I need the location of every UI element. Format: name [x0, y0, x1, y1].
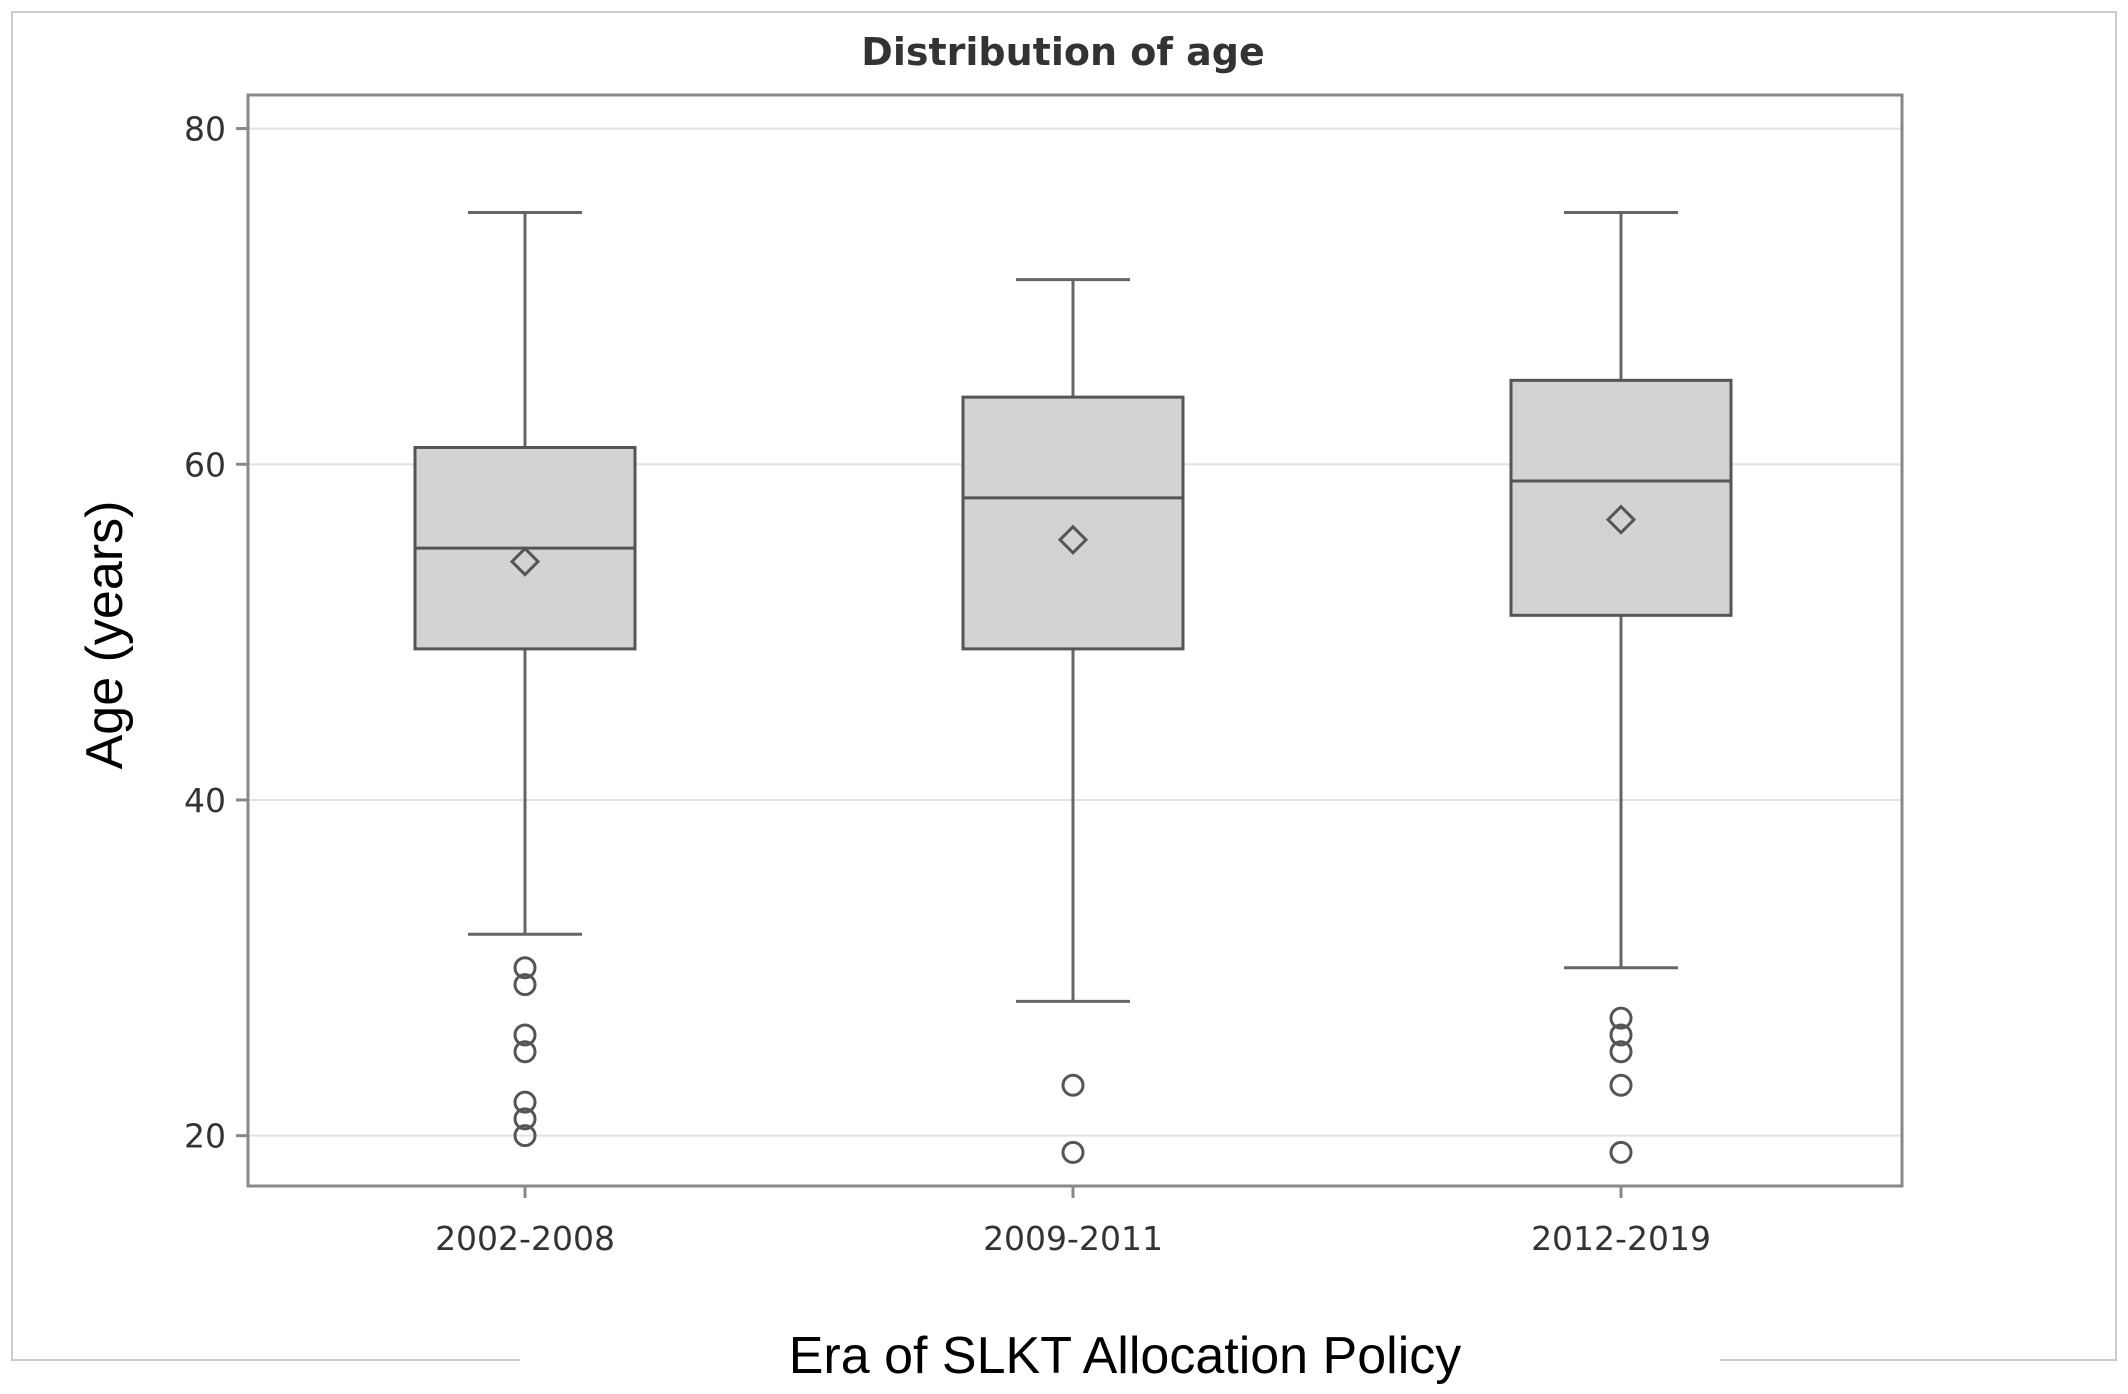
mean-marker — [1057, 524, 1089, 555]
x-axis: 2002-2008 2009-2011 2012-2019 — [435, 1186, 1711, 1258]
y-axis-title: Age (years) — [76, 501, 134, 770]
outlier-point — [513, 956, 537, 980]
outlier-point — [1609, 1006, 1633, 1030]
outlier-point — [1609, 1073, 1633, 1097]
outlier-point — [1061, 1073, 1085, 1097]
outlier-point — [1061, 1140, 1085, 1164]
y-tick-label: 40 — [184, 781, 226, 820]
box-2002-2008 — [413, 210, 637, 1148]
outlier-point — [513, 1040, 537, 1064]
y-tick-label: 20 — [184, 1117, 226, 1156]
y-axis: 20 40 60 80 — [184, 110, 248, 1156]
iqr-box — [961, 395, 1185, 651]
x-tick-label: 2012-2019 — [1531, 1219, 1711, 1258]
outlier-point — [1609, 1040, 1633, 1064]
x-tick-label: 2009-2011 — [983, 1219, 1163, 1258]
box-2009-2011 — [961, 278, 1185, 1164]
outlier-point — [513, 1023, 537, 1047]
box-2012-2019 — [1509, 210, 1733, 1164]
outlier-point — [1609, 1023, 1633, 1047]
x-tick-label: 2002-2008 — [435, 1219, 615, 1258]
y-tick-label: 80 — [184, 110, 226, 149]
x-axis-title: Era of SLKT Allocation Policy — [789, 1327, 1462, 1385]
chart-title: Distribution of age — [861, 30, 1264, 74]
x-axis-title-backdrop — [520, 1300, 1720, 1394]
outlier-point — [513, 1107, 537, 1131]
outlier-point — [513, 1090, 537, 1114]
plot-area-frame — [246, 93, 1904, 1188]
iqr-box — [1509, 378, 1733, 617]
mean-marker — [1605, 504, 1637, 535]
y-tick-label: 60 — [184, 445, 226, 484]
outlier-point — [513, 973, 537, 997]
outlier-point — [1609, 1140, 1633, 1164]
boxes — [413, 210, 1733, 1164]
outlier-point — [513, 1124, 537, 1148]
mean-marker — [509, 546, 541, 577]
